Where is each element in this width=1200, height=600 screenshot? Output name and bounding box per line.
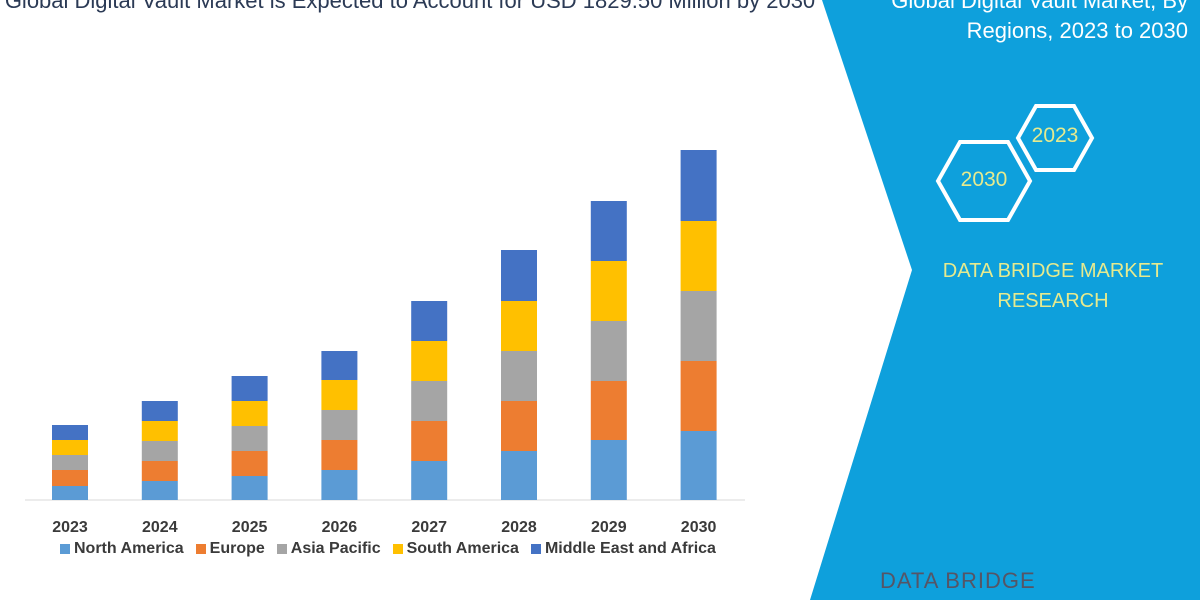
hex-2023-icon <box>1015 104 1095 172</box>
bar-2024-south-america <box>141 421 178 441</box>
legend-swatch <box>60 544 70 554</box>
bar-2024-middle-east-and-africa <box>141 401 178 421</box>
bar-2028-europe <box>501 401 537 451</box>
bar-2030-europe <box>680 361 717 431</box>
legend-label: Europe <box>209 540 265 557</box>
legend-label: Asia Pacific <box>290 540 381 557</box>
bar-2030-south-america <box>680 221 717 291</box>
bar-2028-north-america <box>501 451 537 500</box>
bar-2026-south-america <box>321 380 358 410</box>
bar-2023-south-america <box>52 440 88 455</box>
bar-2024-north-america <box>141 481 178 500</box>
bar-2025-north-america <box>231 476 268 500</box>
x-tick-label: 2030 <box>681 519 717 536</box>
bar-2028-middle-east-and-africa <box>501 250 537 301</box>
bar-2030-middle-east-and-africa <box>680 150 717 221</box>
bar-2024-asia-pacific <box>141 441 178 461</box>
x-tick-label: 2024 <box>142 519 178 536</box>
hex-label-2030: 2030 <box>960 168 1008 191</box>
bar-2030-north-america <box>680 431 717 500</box>
x-tick-label: 2027 <box>411 519 447 536</box>
bar-2029-asia-pacific <box>590 321 627 381</box>
logo-text: DATA BRIDGE <box>880 568 1036 593</box>
legend-item: Europe <box>195 540 265 558</box>
bar-2029-north-america <box>590 440 627 500</box>
bar-2026-asia-pacific <box>321 410 358 440</box>
bar-2025-europe <box>231 451 268 476</box>
chart-title: Global Digital Vault Market is Expected … <box>4 0 816 13</box>
legend-swatch <box>195 544 206 554</box>
hex-2030-icon <box>935 140 1033 222</box>
bar-2029-south-america <box>590 261 627 321</box>
hex-label-2023: 2023 <box>1031 124 1079 147</box>
bar-2027-asia-pacific <box>411 381 448 421</box>
bar-2029-europe <box>590 381 627 440</box>
bar-2026-middle-east-and-africa <box>321 351 358 380</box>
bar-2029-middle-east-and-africa <box>590 201 627 261</box>
bar-2028-south-america <box>501 301 537 351</box>
legend-label: North America <box>74 540 184 557</box>
bar-2024-europe <box>141 461 178 481</box>
bar-2027-north-america <box>411 461 448 500</box>
legend-item: Asia Pacific <box>276 540 381 558</box>
side-title: Global Digital Vault Market, By Regions,… <box>891 0 1188 43</box>
legend-label: South America <box>406 540 519 557</box>
bar-2027-south-america <box>411 341 448 381</box>
bar-2023-europe <box>52 470 88 486</box>
legend-swatch <box>276 544 287 554</box>
legend-label: Middle East and Africa <box>544 540 716 557</box>
x-tick-label: 2025 <box>232 519 268 536</box>
legend-item: Middle East and Africa <box>530 540 716 558</box>
bar-2023-middle-east-and-africa <box>52 425 88 440</box>
bar-2027-europe <box>411 421 448 461</box>
bar-2026-europe <box>321 440 358 470</box>
legend: North America Europe Asia Pacific South Ame… <box>60 540 716 558</box>
legend-item: South America <box>392 540 519 558</box>
bar-2027-middle-east-and-africa <box>411 301 448 341</box>
x-tick-label: 2026 <box>322 519 358 536</box>
legend-swatch <box>392 544 403 554</box>
side-panel <box>810 0 1200 600</box>
bar-2028-asia-pacific <box>501 351 537 401</box>
bar-2026-north-america <box>321 470 358 500</box>
legend-swatch <box>530 544 541 554</box>
bar-2025-asia-pacific <box>231 426 268 451</box>
bar-2025-middle-east-and-africa <box>231 376 268 401</box>
bar-2023-asia-pacific <box>52 455 88 470</box>
x-tick-label: 2023 <box>52 519 88 536</box>
bar-2030-asia-pacific <box>680 291 717 361</box>
bar-2023-north-america <box>52 486 88 500</box>
bar-2025-south-america <box>231 401 268 426</box>
x-tick-label: 2029 <box>591 519 627 536</box>
legend-item: North America <box>60 540 184 558</box>
brand-text: DATA BRIDGE MARKET RESEARCH <box>942 260 1164 312</box>
x-tick-label: 2028 <box>501 519 537 536</box>
